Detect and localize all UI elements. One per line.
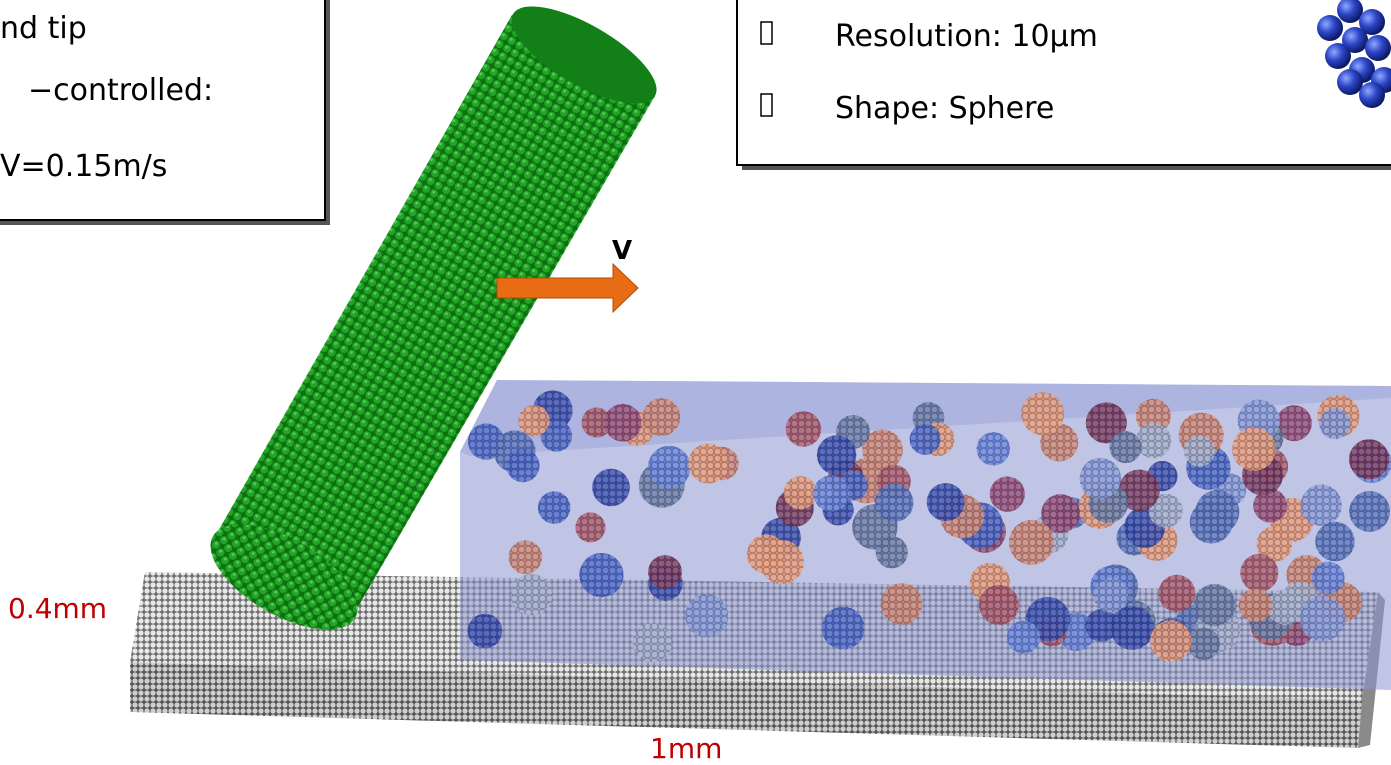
particle-texture: [1184, 436, 1215, 467]
particle-texture: [990, 477, 1025, 512]
box-line: nd tip: [0, 11, 87, 46]
particle-texture: [1267, 590, 1302, 625]
particle-texture: [784, 476, 817, 509]
slide: nd tip −controlled: V=0.15m/s Resolution…: [0, 0, 1391, 765]
particle-texture: [1349, 439, 1389, 479]
particle-texture: [1300, 596, 1345, 641]
particle-texture: [511, 574, 552, 615]
particle-texture: [817, 435, 856, 474]
particle-texture: [1312, 562, 1345, 595]
particle-texture: [1007, 621, 1040, 654]
particle-texture: [1301, 485, 1342, 526]
cluster-ball: [1325, 43, 1351, 69]
velocity-label: V: [612, 236, 632, 266]
particle-texture: [979, 585, 1019, 625]
particle-texture: [1110, 606, 1154, 650]
particle-texture: [688, 444, 728, 484]
height-label: 0.4mm: [8, 592, 107, 625]
particle-texture: [760, 540, 804, 584]
particle-texture: [633, 623, 672, 662]
particle-texture: [786, 411, 821, 446]
cluster-ball: [1359, 82, 1385, 108]
particle-texture: [1349, 491, 1390, 532]
particle-texture: [468, 614, 503, 649]
particle-texture: [1319, 408, 1350, 439]
particle-texture: [1094, 578, 1129, 613]
particle-texture: [592, 469, 630, 507]
cluster-ball: [1365, 35, 1391, 61]
length-label: 1mm: [650, 732, 722, 765]
particle-texture: [1240, 554, 1278, 592]
cluster-ball: [1337, 69, 1363, 95]
particle-texture: [813, 475, 849, 511]
particle-texture: [1194, 584, 1236, 626]
particle-texture: [509, 540, 543, 574]
cluster-ball: [1317, 15, 1343, 41]
particle-texture: [1158, 575, 1195, 612]
particle-texture: [977, 432, 1010, 465]
particle-texture: [518, 405, 549, 436]
particle-texture: [648, 555, 682, 589]
particle-texture: [1021, 392, 1064, 435]
particle-texture: [875, 483, 914, 522]
particle-texture: [1239, 589, 1272, 622]
particle-texture: [1080, 458, 1121, 499]
box-line: −controlled:: [28, 73, 213, 108]
particle-texture: [506, 449, 539, 482]
particle-texture: [1315, 522, 1354, 561]
particle-texture: [575, 512, 605, 542]
particle-texture: [1136, 423, 1171, 458]
particle-texture: [579, 553, 623, 597]
particle-texture: [910, 424, 941, 455]
particle-texture: [648, 446, 691, 489]
particle-texture: [643, 398, 681, 436]
particle-texture: [1190, 501, 1233, 544]
particle-texture: [1232, 427, 1276, 471]
bullet-text: Resolution: 10μm: [835, 19, 1098, 54]
bullet-text: Shape: Sphere: [835, 91, 1054, 126]
particle-texture: [822, 607, 865, 650]
box-line: V=0.15m/s: [0, 149, 167, 184]
page: nd tip −controlled: V=0.15m/s Resolution…: [0, 0, 1391, 765]
particle-texture: [685, 594, 728, 637]
particle-texture: [881, 583, 923, 625]
particle-texture: [1110, 431, 1142, 463]
particle-texture: [1009, 520, 1054, 565]
particle-texture: [538, 491, 570, 523]
particle-texture: [604, 404, 642, 442]
particle-texture: [1150, 620, 1191, 661]
particle-texture: [1188, 628, 1220, 660]
particle-texture: [927, 483, 965, 521]
